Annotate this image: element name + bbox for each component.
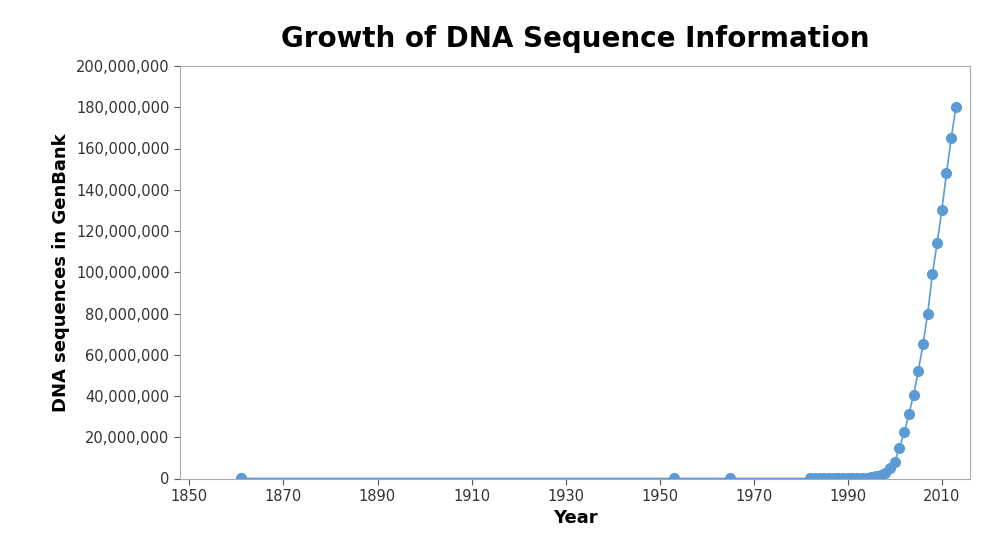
Title: Growth of DNA Sequence Information: Growth of DNA Sequence Information	[281, 25, 869, 53]
X-axis label: Year: Year	[553, 509, 597, 527]
Y-axis label: DNA sequences in GenBank: DNA sequences in GenBank	[52, 133, 70, 411]
